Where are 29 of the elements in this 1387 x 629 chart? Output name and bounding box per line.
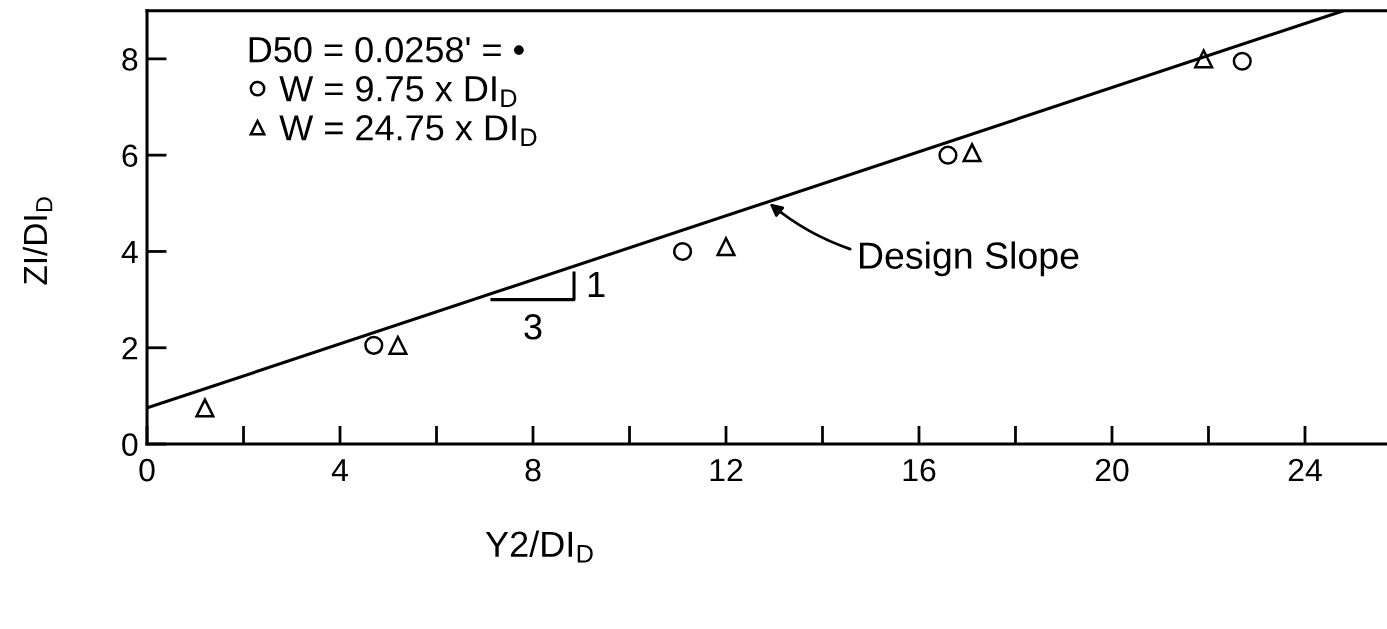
point xyxy=(364,335,384,355)
legend-label: W = 24.75 x DI$_{D}$ xyxy=(279,115,537,146)
y-tick-label: 6 xyxy=(122,144,138,168)
x-tick-label: 16 xyxy=(903,458,936,482)
x-tick-label: 24 xyxy=(1288,458,1322,482)
y-axis-title: ZI/DI$_{D}$ xyxy=(22,197,53,285)
y-tick-label: 4 xyxy=(121,241,138,264)
point xyxy=(938,145,958,165)
x-tick-label: 8 xyxy=(525,458,541,482)
point xyxy=(1194,49,1214,69)
point xyxy=(962,143,982,163)
point xyxy=(716,237,736,257)
x-tick-label: 4 xyxy=(331,459,348,482)
y-tick-label: 8 xyxy=(122,48,138,71)
point xyxy=(388,335,408,355)
point xyxy=(195,398,215,418)
point xyxy=(672,241,693,262)
x-axis-title: Y2/DI$_{D}$ xyxy=(485,530,593,563)
x-tick-label: 0 xyxy=(139,458,155,482)
annotation: Design Slope xyxy=(860,241,1079,277)
legend-title: D50 = 0.0258' = • xyxy=(249,36,524,63)
x-tick-label: 20 xyxy=(1095,458,1129,482)
annotation: 3 xyxy=(524,314,542,340)
point xyxy=(1232,51,1252,71)
annotation: 1 xyxy=(588,272,605,297)
x-tick-label: 12 xyxy=(710,458,743,482)
legend-label: W = 9.75 x DI$_{D}$ xyxy=(279,75,517,107)
y-tick-label: 0 xyxy=(122,433,138,456)
y-tick-label: 2 xyxy=(122,337,138,360)
